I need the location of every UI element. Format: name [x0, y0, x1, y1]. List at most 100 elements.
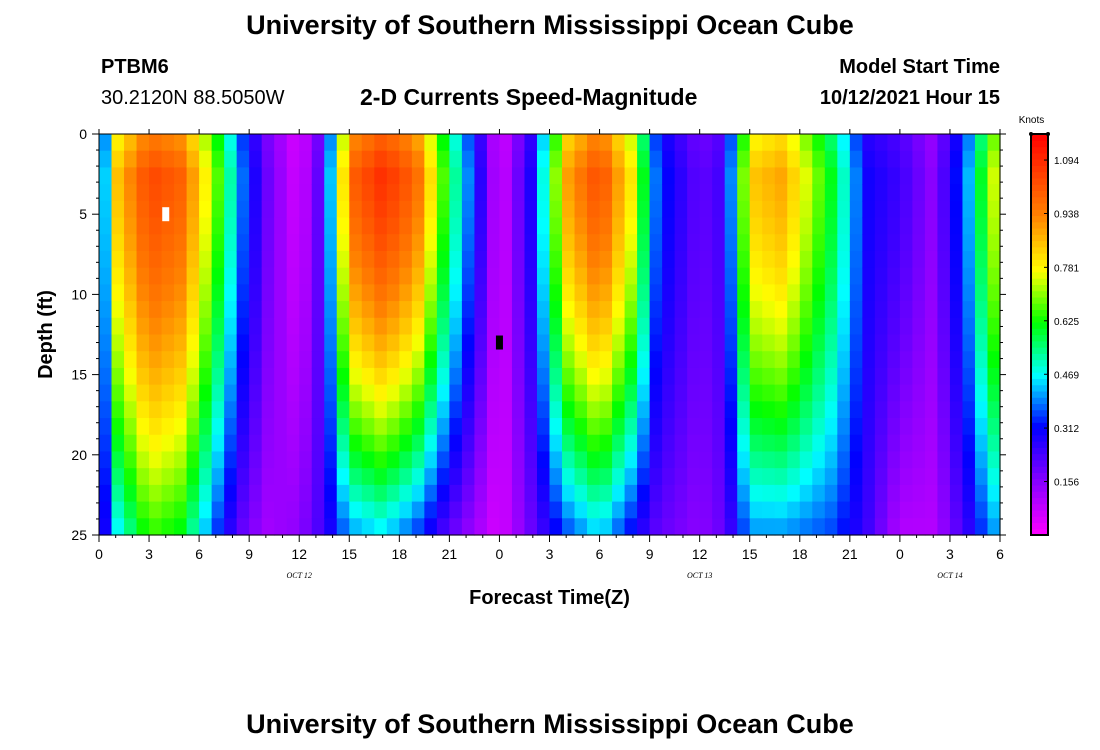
heatmap-cell [524, 401, 538, 419]
heatmap-cell [837, 334, 851, 352]
heatmap-cell [149, 367, 163, 386]
heatmap-cell [624, 317, 638, 336]
heatmap-cell [662, 267, 676, 285]
heatmap-cell [249, 317, 263, 336]
heatmap-cell [724, 184, 738, 202]
heatmap-cell [99, 184, 113, 202]
heatmap-cell [399, 501, 413, 519]
heatmap-cell [186, 451, 200, 469]
heatmap-cell [862, 384, 876, 402]
heatmap-cell [286, 284, 300, 302]
heatmap-cell [236, 384, 250, 402]
heatmap-cell [699, 334, 713, 352]
heatmap-cell [224, 317, 238, 336]
heatmap-cell [912, 451, 926, 469]
heatmap-cell [749, 234, 763, 252]
heatmap-cell [536, 401, 551, 419]
heatmap-cell [536, 150, 551, 169]
heatmap-cell [274, 384, 288, 402]
heatmap-cell [662, 484, 676, 503]
heatmap-cell [186, 167, 200, 185]
heatmap-cell [562, 468, 576, 486]
heatmap-cell [474, 301, 488, 319]
x-tick-label: 6 [996, 546, 1004, 562]
heatmap-cell [99, 200, 113, 219]
heatmap-cell [937, 267, 951, 285]
heatmap-cell [124, 468, 138, 486]
heatmap-cell [949, 184, 964, 202]
colorbar-segment [1031, 459, 1048, 467]
heatmap-cell [624, 501, 638, 519]
heatmap-cell [962, 501, 976, 519]
heatmap-cell [962, 301, 976, 319]
heatmap-cell [511, 217, 526, 235]
heatmap-cell [536, 367, 551, 386]
heatmap-cell [762, 200, 776, 219]
heatmap-cell [261, 200, 275, 219]
heatmap-cell [674, 501, 688, 519]
heatmap-cell [637, 501, 651, 519]
heatmap-cell [511, 301, 526, 319]
heatmap-cell [599, 150, 613, 169]
heatmap-cell [461, 150, 476, 169]
heatmap-cell [211, 167, 225, 185]
heatmap-cell [211, 301, 225, 319]
heatmap-cell [837, 234, 851, 252]
heatmap-cell [862, 301, 876, 319]
heatmap-cell [524, 484, 538, 503]
heatmap-cell [949, 434, 964, 453]
heatmap-cell [486, 384, 501, 402]
heatmap-cell [924, 150, 939, 169]
heatmap-cell [99, 150, 113, 169]
heatmap-cell [624, 167, 638, 185]
heatmap-cell [511, 150, 526, 169]
heatmap-cell [524, 284, 538, 302]
heatmap-cell [399, 468, 413, 486]
colorbar-segment [1031, 246, 1048, 254]
heatmap-cell [774, 367, 788, 386]
heatmap-cell [762, 367, 776, 386]
heatmap-cell [536, 334, 551, 352]
heatmap-cell [211, 367, 225, 386]
colorbar-segment [1031, 378, 1048, 386]
heatmap-cell [599, 418, 613, 436]
heatmap-cell [849, 451, 863, 469]
heatmap-cell [486, 451, 501, 469]
y-tick-label: 15 [71, 367, 87, 383]
heatmap-cell [912, 518, 926, 536]
heatmap-cell [549, 134, 563, 152]
heatmap-cell [511, 184, 526, 202]
heatmap-cell [161, 518, 175, 536]
heatmap-cell [899, 284, 913, 302]
heatmap-cell [286, 468, 300, 486]
heatmap-cell [524, 367, 538, 386]
heatmap-cell [324, 334, 338, 352]
heatmap-cell [574, 134, 588, 152]
heatmap-cell [411, 401, 425, 419]
colorbar-segment [1031, 271, 1048, 279]
heatmap-cell [587, 434, 601, 453]
heatmap-cell [574, 150, 588, 169]
heatmap-cell [837, 484, 851, 503]
heatmap-cell [649, 317, 663, 336]
heatmap-cell [136, 150, 150, 169]
heatmap-cell [674, 200, 688, 219]
heatmap-cell [899, 501, 913, 519]
heatmap-cell [974, 284, 989, 302]
heatmap-cell [399, 217, 413, 235]
heatmap-cell [724, 501, 738, 519]
heatmap-cell [662, 434, 676, 453]
heatmap-cell [674, 434, 688, 453]
heatmap-cell [149, 384, 163, 402]
colorbar-segment [1031, 165, 1048, 173]
heatmap-cell [111, 200, 125, 219]
heatmap-cell [161, 367, 175, 386]
heatmap-cell [386, 484, 400, 503]
heatmap-cell [799, 184, 813, 202]
heatmap-cell [211, 250, 225, 269]
station-coordinates: 30.2120N 88.5050W [101, 87, 285, 109]
heatmap-cell [474, 167, 488, 185]
heatmap-cell [737, 167, 751, 185]
heatmap-cell [874, 301, 888, 319]
heatmap-cell [211, 217, 225, 235]
